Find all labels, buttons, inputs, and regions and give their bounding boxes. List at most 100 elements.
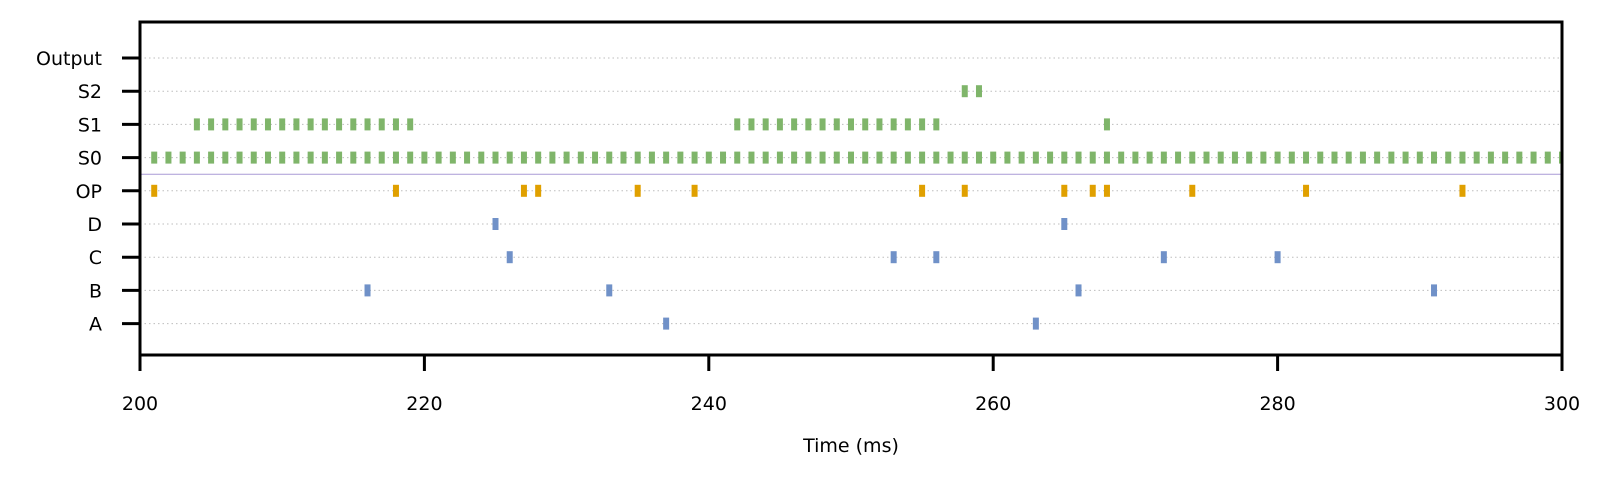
spike-op-1 bbox=[392, 184, 399, 197]
spike-s0-98 bbox=[1544, 151, 1551, 164]
spike-s0-33 bbox=[620, 151, 627, 164]
spike-s1-30 bbox=[933, 118, 940, 131]
spike-s0-22 bbox=[464, 151, 471, 164]
spike-s1-21 bbox=[805, 118, 812, 131]
spike-s1-11 bbox=[350, 118, 357, 131]
spike-s1-6 bbox=[279, 118, 286, 131]
spike-s1-16 bbox=[734, 118, 741, 131]
spike-s0-13 bbox=[336, 151, 343, 164]
spike-s0-46 bbox=[805, 151, 812, 164]
spike-s0-72 bbox=[1175, 151, 1182, 164]
spike-s0-81 bbox=[1303, 151, 1310, 164]
spike-s0-36 bbox=[663, 151, 670, 164]
spike-s0-70 bbox=[1146, 151, 1153, 164]
spike-b-2 bbox=[1075, 284, 1082, 297]
spike-s0-30 bbox=[577, 151, 584, 164]
spike-s1-8 bbox=[307, 118, 314, 131]
spike-s1-15 bbox=[407, 118, 414, 131]
spike-s1-7 bbox=[293, 118, 300, 131]
spike-s0-50 bbox=[862, 151, 869, 164]
spike-s0-40 bbox=[720, 151, 727, 164]
spike-s0-2 bbox=[179, 151, 186, 164]
spike-s0-49 bbox=[848, 151, 854, 164]
spike-s0-1 bbox=[165, 151, 172, 164]
spike-s1-31 bbox=[1103, 118, 1110, 131]
spike-s1-17 bbox=[748, 118, 755, 131]
spike-s0-62 bbox=[1032, 151, 1039, 164]
spike-op-4 bbox=[634, 184, 641, 197]
spike-s0-58 bbox=[975, 151, 982, 164]
spike-s0-64 bbox=[1061, 151, 1068, 164]
spike-c-0 bbox=[506, 251, 513, 264]
spike-s0-93 bbox=[1473, 151, 1480, 164]
y-tick-label-d: D bbox=[87, 214, 102, 236]
spike-s0-97 bbox=[1530, 151, 1537, 164]
spike-s0-35 bbox=[648, 151, 655, 164]
spike-s0-67 bbox=[1103, 151, 1110, 164]
spike-s0-23 bbox=[478, 151, 485, 164]
spike-s0-77 bbox=[1246, 151, 1253, 164]
spike-s0-94 bbox=[1487, 151, 1494, 164]
spike-s2-1 bbox=[975, 85, 982, 98]
spike-s0-82 bbox=[1317, 151, 1324, 164]
spike-s0-6 bbox=[236, 151, 243, 164]
spike-s0-84 bbox=[1345, 151, 1352, 164]
spike-s0-20 bbox=[435, 151, 442, 164]
spike-s0-21 bbox=[449, 151, 456, 164]
spike-s0-27 bbox=[535, 151, 542, 164]
spike-s0-39 bbox=[705, 151, 712, 164]
y-tick-label-s1: S1 bbox=[78, 114, 102, 136]
spike-s0-68 bbox=[1118, 151, 1125, 164]
spike-s0-44 bbox=[776, 151, 783, 164]
spike-s0-0 bbox=[151, 151, 158, 164]
spike-s1-24 bbox=[848, 118, 854, 131]
spike-s1-9 bbox=[321, 118, 328, 131]
spike-s0-75 bbox=[1217, 151, 1224, 164]
spike-s1-5 bbox=[264, 118, 271, 131]
y-tick-label-a: A bbox=[89, 314, 102, 336]
spike-s0-51 bbox=[876, 151, 883, 164]
spike-s0-54 bbox=[919, 151, 926, 164]
spike-s0-45 bbox=[791, 151, 798, 164]
spike-s0-91 bbox=[1445, 151, 1452, 164]
spike-s0-66 bbox=[1089, 151, 1096, 164]
spike-s1-19 bbox=[776, 118, 783, 131]
spike-s0-86 bbox=[1374, 151, 1381, 164]
spike-s1-14 bbox=[392, 118, 399, 131]
spike-s1-27 bbox=[890, 118, 897, 131]
spike-s0-4 bbox=[208, 151, 215, 164]
spike-b-1 bbox=[606, 284, 613, 297]
spike-s1-25 bbox=[862, 118, 869, 131]
spike-b-3 bbox=[1431, 284, 1438, 297]
spike-op-3 bbox=[535, 184, 542, 197]
spike-s0-61 bbox=[1018, 151, 1025, 164]
y-tick-label-s0: S0 bbox=[78, 148, 102, 170]
spike-s0-55 bbox=[933, 151, 940, 164]
spike-op-13 bbox=[1459, 184, 1466, 197]
spike-s0-79 bbox=[1274, 151, 1281, 164]
spike-s0-47 bbox=[819, 151, 826, 164]
x-tick-label-240: 240 bbox=[691, 393, 727, 415]
spike-s0-10 bbox=[293, 151, 300, 164]
y-tick-label-op: OP bbox=[76, 181, 102, 203]
spike-s0-60 bbox=[1004, 151, 1011, 164]
spike-s1-1 bbox=[208, 118, 215, 131]
y-tick-label-s2: S2 bbox=[78, 81, 102, 103]
spike-s1-2 bbox=[222, 118, 229, 131]
spike-s0-96 bbox=[1516, 151, 1523, 164]
spike-s1-18 bbox=[762, 118, 769, 131]
spike-s0-65 bbox=[1075, 151, 1082, 164]
spike-d-0 bbox=[492, 218, 499, 230]
spike-s0-19 bbox=[421, 151, 428, 164]
spike-op-9 bbox=[1089, 184, 1096, 197]
spike-s0-26 bbox=[520, 151, 527, 164]
spike-op-2 bbox=[520, 184, 527, 197]
spike-a-1 bbox=[1032, 317, 1039, 330]
spike-s1-12 bbox=[364, 118, 371, 131]
spike-s0-48 bbox=[833, 151, 840, 164]
spike-s1-28 bbox=[904, 118, 911, 131]
spike-s0-56 bbox=[947, 151, 954, 164]
spike-s1-29 bbox=[919, 118, 926, 131]
spike-s0-57 bbox=[961, 151, 968, 164]
